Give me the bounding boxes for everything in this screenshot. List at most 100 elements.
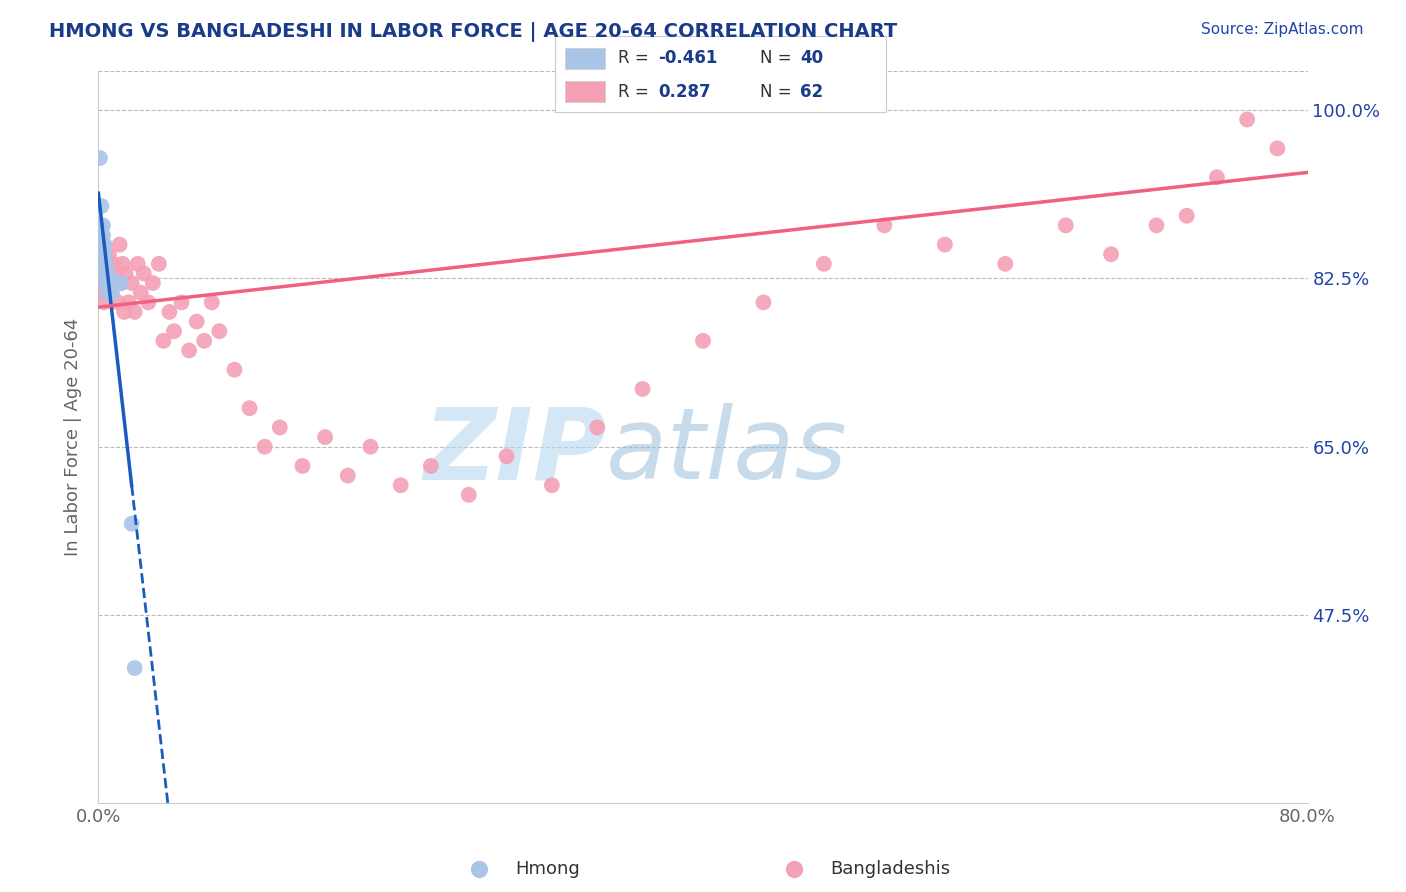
Point [96,276,118,290]
Point [90,227,112,242]
Point [121,516,143,531]
Point [91,227,114,242]
Point [104,276,127,290]
Point [93,267,115,281]
Point [91,257,114,271]
Point [105,276,128,290]
Point [152,334,174,348]
Point [389,478,412,492]
Point [253,440,276,454]
Point [127,257,149,271]
Point [148,257,170,271]
Point [89,227,111,242]
Text: R =: R = [619,49,654,68]
Point [90,219,112,233]
Point [111,257,134,271]
Point [1099,247,1122,261]
Point [89,151,111,165]
Text: Bangladeshis: Bangladeshis [830,860,950,878]
Point [170,295,193,310]
Point [105,267,128,281]
Point [107,276,129,290]
Point [107,295,129,310]
Point [89,219,111,233]
Text: Hmong: Hmong [516,860,581,878]
Point [91,237,114,252]
Point [873,219,896,233]
Point [129,285,152,300]
Point [96,276,118,290]
Point [90,199,112,213]
Point [96,267,118,281]
Text: N =: N = [761,83,797,101]
Point [114,267,136,281]
Point [1175,209,1198,223]
Point [752,295,775,310]
Point [112,305,135,319]
Point [136,295,159,310]
Point [540,478,562,492]
Point [124,661,146,675]
Point [103,276,125,290]
Point [96,285,118,300]
Point [94,267,117,281]
Point [314,430,336,444]
Point [89,276,111,290]
Point [94,267,117,281]
Point [94,257,117,271]
Point [1054,219,1077,233]
Point [163,324,186,338]
Point [1206,170,1229,185]
Point [118,295,141,310]
Text: HMONG VS BANGLADESHI IN LABOR FORCE | AGE 20-64 CORRELATION CHART: HMONG VS BANGLADESHI IN LABOR FORCE | AG… [49,22,897,42]
Point [224,362,246,376]
Point [91,237,114,252]
Text: 62: 62 [800,83,823,101]
Point [91,247,114,261]
Point [93,237,115,252]
Point [110,276,132,290]
Point [103,257,125,271]
FancyBboxPatch shape [565,48,605,69]
Point [1236,112,1258,127]
Y-axis label: In Labor Force | Age 20-64: In Labor Force | Age 20-64 [65,318,83,557]
Point [457,488,479,502]
Point [934,237,956,252]
Text: 40: 40 [800,49,823,68]
Point [98,285,121,300]
Point [91,219,114,233]
Point [142,276,165,290]
Point [291,458,314,473]
Point [96,267,118,281]
Point [90,247,112,261]
Point [91,247,114,261]
FancyBboxPatch shape [565,81,605,103]
Text: 0.287: 0.287 [658,83,710,101]
Point [94,276,117,290]
Point [132,267,155,281]
Point [93,247,115,261]
Point [100,276,122,290]
Point [93,257,115,271]
Point [98,276,121,290]
Point [98,247,121,261]
Point [586,420,609,434]
Text: atlas: atlas [606,403,848,500]
Point [420,458,443,473]
Text: N =: N = [761,49,797,68]
Point [101,285,124,300]
Point [124,305,146,319]
Point [813,257,835,271]
Point [994,257,1017,271]
Point [100,276,122,290]
Point [110,276,132,290]
Point [121,276,143,290]
Point [94,257,117,271]
Text: Source: ZipAtlas.com: Source: ZipAtlas.com [1201,22,1364,37]
Point [269,420,291,434]
Point [108,237,131,252]
Point [336,468,359,483]
Point [159,305,181,319]
Point [360,440,382,454]
Point [692,334,714,348]
